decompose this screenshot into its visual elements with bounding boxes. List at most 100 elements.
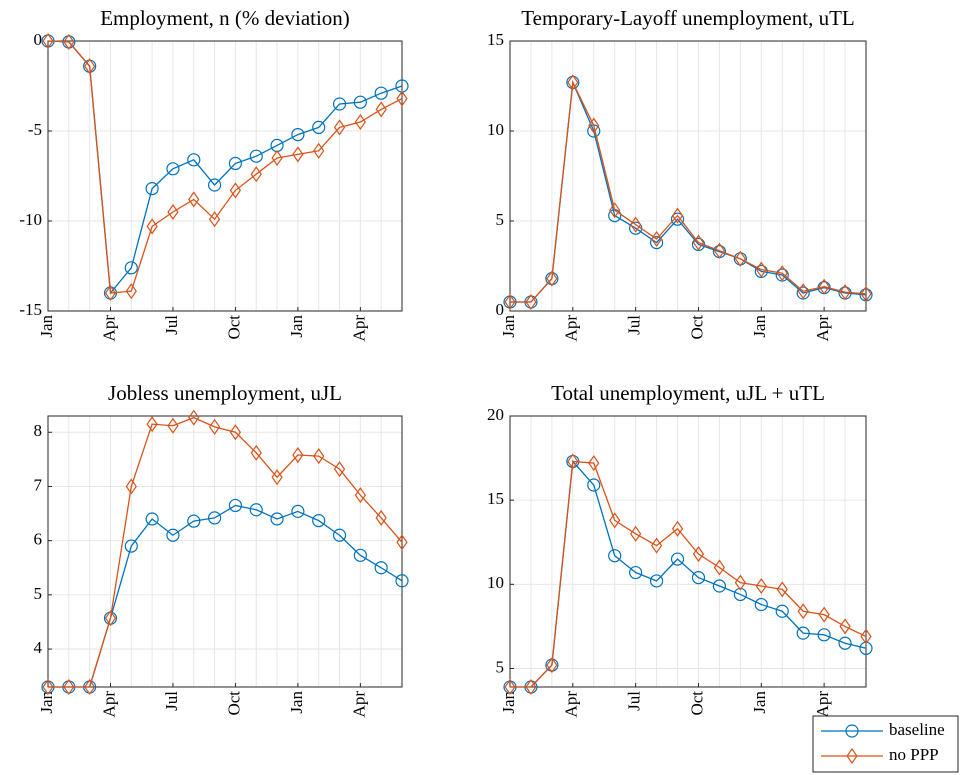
y-tick-label: 7 <box>34 475 43 494</box>
marker <box>860 285 872 302</box>
marker <box>860 628 872 645</box>
marker <box>839 618 851 635</box>
marker <box>796 626 810 640</box>
marker <box>712 579 727 593</box>
marker <box>588 117 600 134</box>
x-tick-label: Jul <box>162 315 181 335</box>
marker <box>229 424 242 441</box>
marker <box>250 166 262 183</box>
marker <box>188 191 200 208</box>
marker <box>271 469 283 486</box>
marker <box>374 561 388 575</box>
marker <box>145 512 159 526</box>
x-tick-label: Oct <box>687 315 706 340</box>
y-tick-label: 8 <box>34 421 43 440</box>
marker <box>525 293 537 311</box>
x-tick-label: Jan <box>499 315 518 338</box>
marker <box>395 574 409 588</box>
x-tick-label: Apr <box>813 691 832 718</box>
marker <box>649 574 664 588</box>
marker <box>649 236 664 250</box>
marker <box>546 270 558 287</box>
marker <box>670 212 685 226</box>
marker <box>609 512 621 529</box>
marker <box>818 278 830 295</box>
axes-box <box>509 40 867 312</box>
marker <box>859 641 873 655</box>
marker <box>125 283 137 300</box>
x-tick-label: Oct <box>224 691 243 716</box>
marker <box>292 446 304 464</box>
x-tick-label: Apr <box>562 315 581 342</box>
marker <box>588 455 600 472</box>
axes-box <box>509 415 867 688</box>
marker <box>145 182 159 196</box>
marker <box>250 444 262 461</box>
axes-box <box>47 40 403 312</box>
plot-area <box>510 41 866 311</box>
y-tick-label: 10 <box>487 120 504 139</box>
marker <box>797 603 809 620</box>
axes-box <box>47 415 403 688</box>
marker <box>312 120 326 135</box>
x-tick-label: Jul <box>625 315 644 335</box>
marker <box>567 453 579 470</box>
marker <box>504 293 516 311</box>
marker <box>63 33 75 50</box>
x-tick-label: Apr <box>99 315 118 342</box>
y-tick-label: -15 <box>19 300 42 319</box>
legend-label: no PPP <box>889 745 939 764</box>
marker <box>629 565 643 580</box>
marker <box>333 461 346 478</box>
marker <box>818 606 830 623</box>
marker <box>692 545 705 563</box>
chart-title: Temporary-Layoff unemployment, uTL <box>521 6 854 30</box>
marker <box>734 250 746 267</box>
marker <box>353 95 367 109</box>
plot-area <box>48 416 402 687</box>
legend-marker <box>845 724 859 738</box>
marker <box>124 539 138 553</box>
marker <box>313 142 325 159</box>
x-tick-label: Jul <box>162 691 181 711</box>
marker <box>671 520 684 537</box>
y-tick-label: 0 <box>34 30 43 49</box>
marker <box>42 32 54 50</box>
marker <box>755 577 767 595</box>
marker <box>187 514 201 528</box>
marker <box>734 574 746 591</box>
x-tick-label: Oct <box>687 691 706 716</box>
y-tick-label: 5 <box>496 210 505 229</box>
marker <box>146 218 158 235</box>
marker <box>249 503 263 517</box>
marker <box>292 146 304 163</box>
series-line <box>47 40 403 294</box>
x-tick-label: Apr <box>349 691 368 718</box>
x-tick-label: Oct <box>224 315 243 340</box>
marker <box>755 261 767 278</box>
series-line <box>48 416 403 688</box>
legend-label: baseline <box>889 720 945 739</box>
marker <box>332 528 347 542</box>
x-tick-label: Apr <box>349 315 368 342</box>
marker <box>354 487 366 504</box>
marker <box>630 525 642 542</box>
marker <box>166 528 180 542</box>
marker <box>817 628 831 642</box>
marker <box>775 604 789 618</box>
marker <box>166 162 180 176</box>
y-tick-label: -10 <box>19 210 42 229</box>
marker <box>291 128 305 142</box>
marker <box>125 478 137 495</box>
marker <box>650 537 663 554</box>
y-tick-label: 15 <box>487 489 504 508</box>
marker <box>353 548 367 562</box>
marker <box>249 149 263 163</box>
marker <box>333 119 346 136</box>
y-tick-label: 10 <box>487 573 504 592</box>
marker <box>270 512 284 526</box>
marker <box>104 610 117 627</box>
marker <box>313 448 325 465</box>
x-tick-label: Jan <box>499 691 518 714</box>
